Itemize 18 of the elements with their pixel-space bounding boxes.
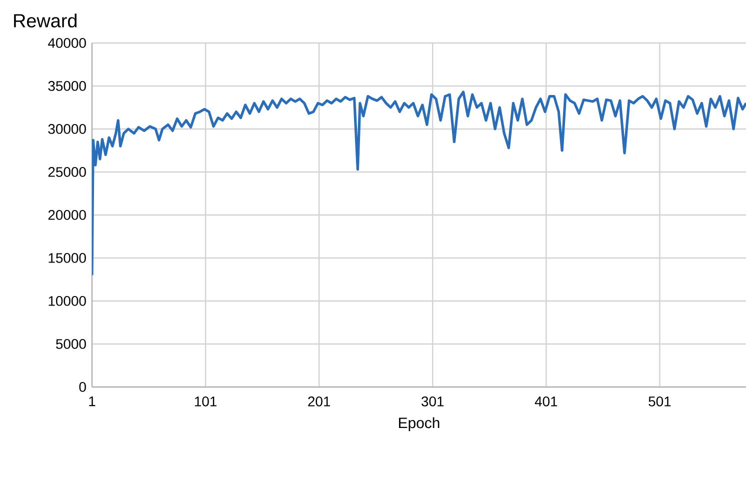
y-tick-label: 30000 — [48, 124, 86, 134]
y-tick-label: 15000 — [48, 253, 86, 263]
x-tick-label: 301 — [422, 396, 444, 406]
y-tick-label: 25000 — [48, 167, 86, 177]
x-tick-label: 101 — [194, 396, 217, 406]
y-tick-label: 5000 — [56, 339, 86, 349]
x-tick-label: 1 — [89, 396, 96, 406]
y-tick-label: 35000 — [48, 81, 86, 91]
x-tick-label: 401 — [534, 396, 558, 406]
y-tick-label: 20000 — [48, 210, 86, 220]
y-axis-title: Reward — [14, 14, 77, 28]
x-axis-title: Epoch — [399, 417, 440, 432]
x-tick-label: 501 — [648, 396, 671, 406]
line-series — [92, 90, 746, 276]
y-tick-label: 40000 — [48, 38, 86, 48]
y-tick-label: 10000 — [48, 296, 86, 306]
y-tick-label: 0 — [79, 382, 86, 392]
x-tick-label: 201 — [308, 396, 330, 406]
